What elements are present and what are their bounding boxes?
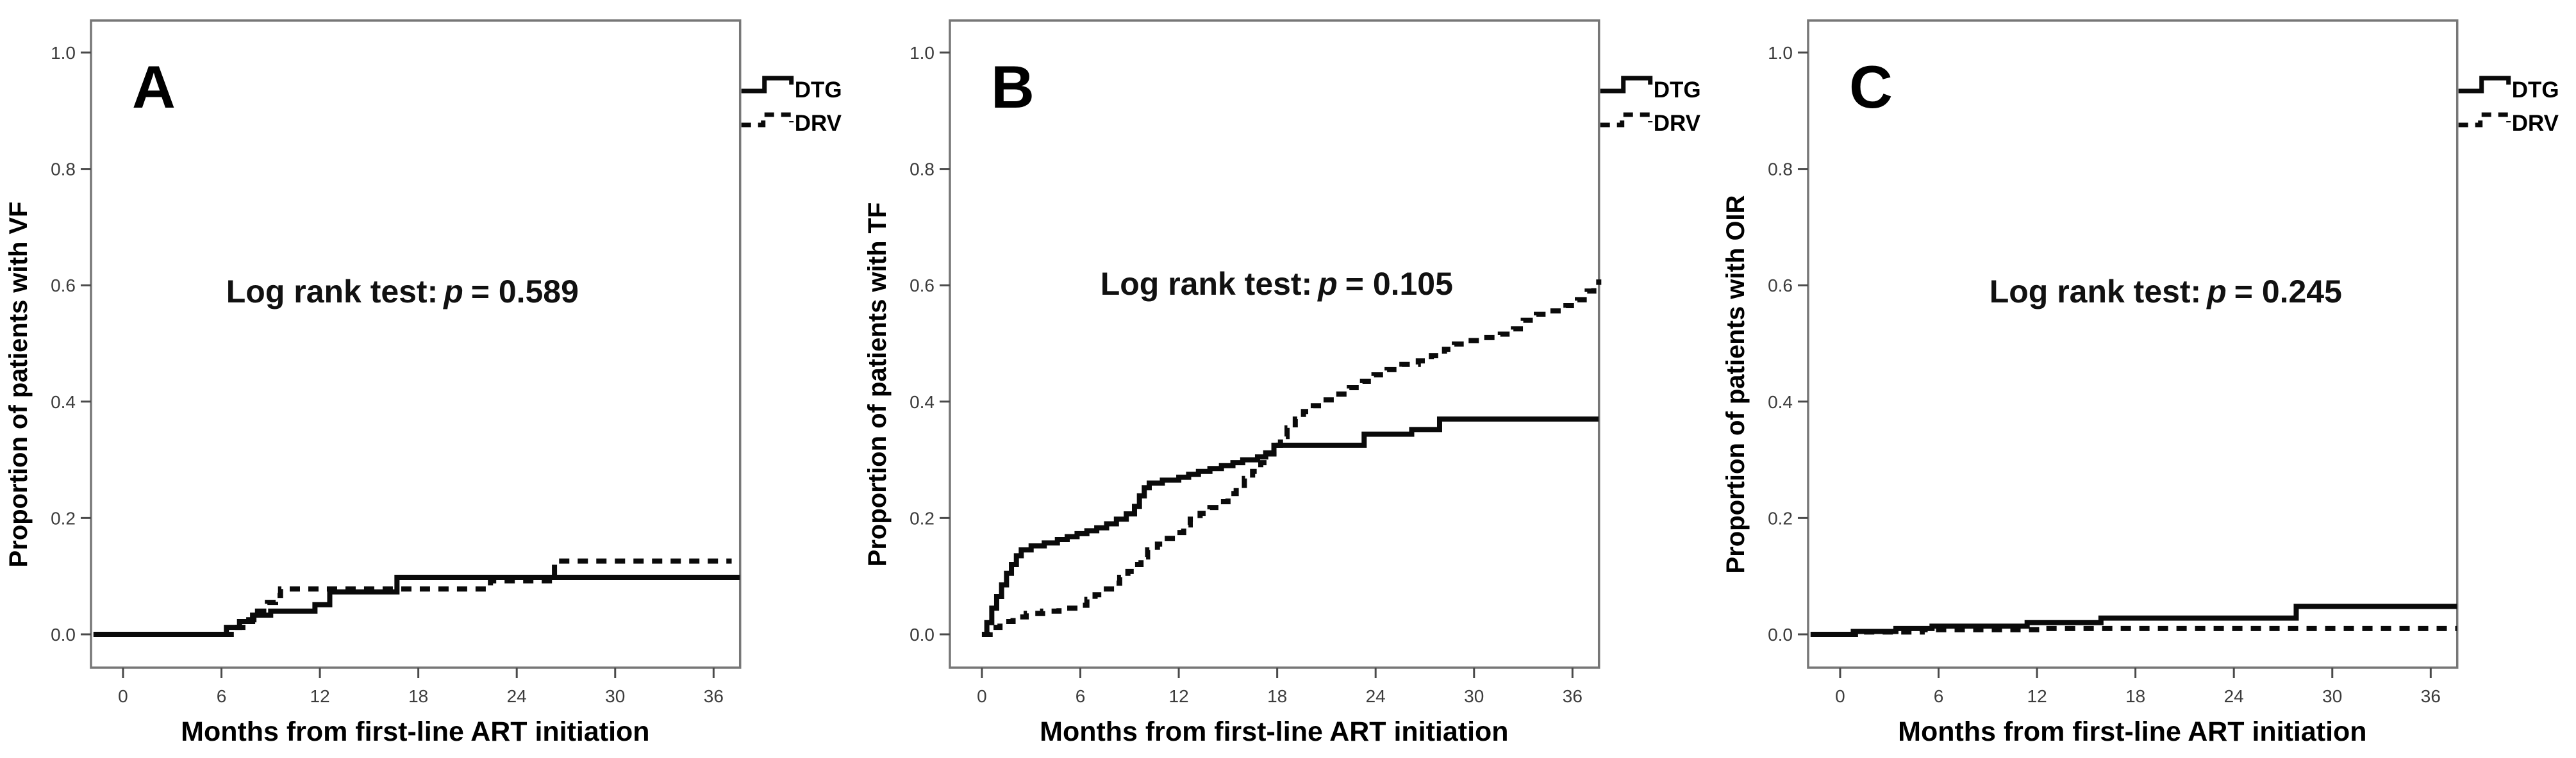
legend-label-dtg: DTG [795, 78, 842, 103]
x-tick-label: 18 [1267, 686, 1287, 706]
y-tick-label: 0.4 [910, 392, 935, 412]
x-tick-label: 12 [2027, 686, 2047, 706]
x-tick-label: 24 [2224, 686, 2244, 706]
y-tick-label: 0.6 [51, 276, 76, 295]
y-tick-label: 0.2 [51, 508, 76, 528]
x-tick-label: 6 [1075, 686, 1085, 706]
x-axis-title: Months from first-line ART initiation [1040, 716, 1508, 747]
curve-dtg [1811, 604, 2457, 637]
logrank-prefix: Log rank test: [1100, 266, 1311, 302]
y-tick-label: 0.0 [1768, 625, 1793, 645]
legend-label-drv: DRV [795, 111, 842, 136]
curve-dtg [93, 575, 740, 637]
legend-label-drv: DRV [1653, 111, 1700, 136]
logrank-p-symbol: p [2206, 274, 2227, 309]
x-tick-label: 30 [605, 686, 625, 706]
legend-sample-dtg [1600, 76, 1652, 94]
legend-sample-drv [741, 112, 794, 128]
logrank-value: = 0.245 [2234, 274, 2342, 309]
logrank-text: Log rank test: p = 0.589 [226, 274, 579, 309]
logrank-value: = 0.105 [1345, 266, 1452, 302]
panel-label: C [1849, 53, 1893, 120]
logrank-prefix: Log rank test: [1990, 274, 2201, 309]
legend-sample-drv [1600, 112, 1652, 128]
curve-drv [93, 558, 732, 637]
y-tick-label: 0.6 [910, 276, 935, 295]
legend-label-dtg: DTG [2512, 78, 2559, 103]
x-axis-title: Months from first-line ART initiation [1898, 716, 2366, 747]
km-curves [1811, 604, 2457, 637]
y-tick-label: 1.0 [910, 43, 935, 63]
y-tick-label: 0.8 [910, 160, 935, 179]
y-axis-title: Proportion of patients with TF [863, 202, 892, 567]
x-tick-label: 36 [704, 686, 724, 706]
y-tick-label: 1.0 [1768, 43, 1793, 63]
panel-b-chart: 1.0 0.8 0.6 0.4 0.2 0.0 0 6 12 18 24 30 36 B Log ran… [863, 19, 1700, 747]
x-tick-label: 24 [1365, 686, 1385, 706]
x-tick-label: 36 [1562, 686, 1582, 706]
panel-a-chart: 1.0 0.8 0.6 0.4 0.2 0.0 0 6 12 18 24 30 36 A Log ran… [4, 19, 842, 747]
y-tick-label: 0.8 [51, 160, 76, 179]
logrank-text: Log rank test: p = 0.105 [1100, 266, 1452, 302]
plot-frame [948, 19, 1600, 669]
legend-sample-drv [2459, 112, 2511, 128]
y-tick-label: 0.6 [1768, 276, 1793, 295]
y-tick-label: 0.8 [1768, 160, 1793, 179]
legend-sample-dtg [2459, 76, 2511, 94]
y-tick-label: 0.2 [910, 508, 935, 528]
x-tick-label: 18 [2125, 686, 2145, 706]
plot-frame [90, 19, 742, 669]
axis-ticks: 1.0 0.8 0.6 0.4 0.2 0.0 0 6 12 18 24 30 36 [910, 43, 1583, 706]
logrank-p-symbol: p [1317, 266, 1338, 302]
curve-drv [981, 279, 1601, 637]
x-tick-label: 6 [1934, 686, 1944, 706]
legend-label-dtg: DTG [1653, 78, 1700, 103]
x-tick-label: 0 [1836, 686, 1846, 706]
panel-label: B [991, 53, 1035, 120]
curve-dtg [981, 416, 1599, 637]
y-tick-label: 1.0 [51, 43, 76, 63]
x-tick-label: 0 [977, 686, 987, 706]
legend: DTG DRV [1600, 76, 1700, 136]
logrank-value: = 0.589 [471, 274, 579, 309]
x-axis-title: Months from first-line ART initiation [181, 716, 649, 747]
x-tick-label: 30 [1464, 686, 1484, 706]
panel-c-chart: 1.0 0.8 0.6 0.4 0.2 0.0 0 6 12 18 24 30 36 C Log ran… [1722, 19, 2559, 747]
y-tick-label: 0.4 [51, 392, 76, 412]
legend: DTG DRV [741, 76, 842, 136]
x-tick-label: 12 [1168, 686, 1188, 706]
km-curves [93, 558, 740, 637]
x-tick-label: 0 [118, 686, 128, 706]
panel-label: A [132, 53, 176, 120]
km-curves [981, 279, 1601, 637]
plot-frame [1807, 19, 2459, 669]
x-tick-label: 6 [217, 686, 227, 706]
y-tick-label: 0.4 [1768, 392, 1793, 412]
x-tick-label: 18 [408, 686, 428, 706]
y-axis-title: Proportion of patients with VF [4, 202, 33, 568]
legend: DTG DRV [2459, 76, 2559, 136]
logrank-p-symbol: p [442, 274, 463, 309]
axis-ticks: 1.0 0.8 0.6 0.4 0.2 0.0 0 6 12 18 24 30 36 [1768, 43, 2441, 706]
y-tick-label: 0.0 [51, 625, 76, 645]
y-tick-label: 0.0 [910, 625, 935, 645]
logrank-text: Log rank test: p = 0.245 [1990, 274, 2342, 309]
y-axis-title: Proportion of patients with OIR [1722, 195, 1750, 573]
x-tick-label: 30 [2323, 686, 2343, 706]
curve-drv [1811, 625, 2457, 637]
legend-label-drv: DRV [2512, 111, 2559, 136]
x-tick-label: 12 [310, 686, 330, 706]
x-tick-label: 36 [2421, 686, 2441, 706]
logrank-prefix: Log rank test: [226, 274, 438, 309]
y-tick-label: 0.2 [1768, 508, 1793, 528]
x-tick-label: 24 [507, 686, 527, 706]
legend-sample-dtg [741, 76, 794, 94]
axis-ticks: 1.0 0.8 0.6 0.4 0.2 0.0 0 6 12 18 24 30 36 [51, 43, 724, 706]
